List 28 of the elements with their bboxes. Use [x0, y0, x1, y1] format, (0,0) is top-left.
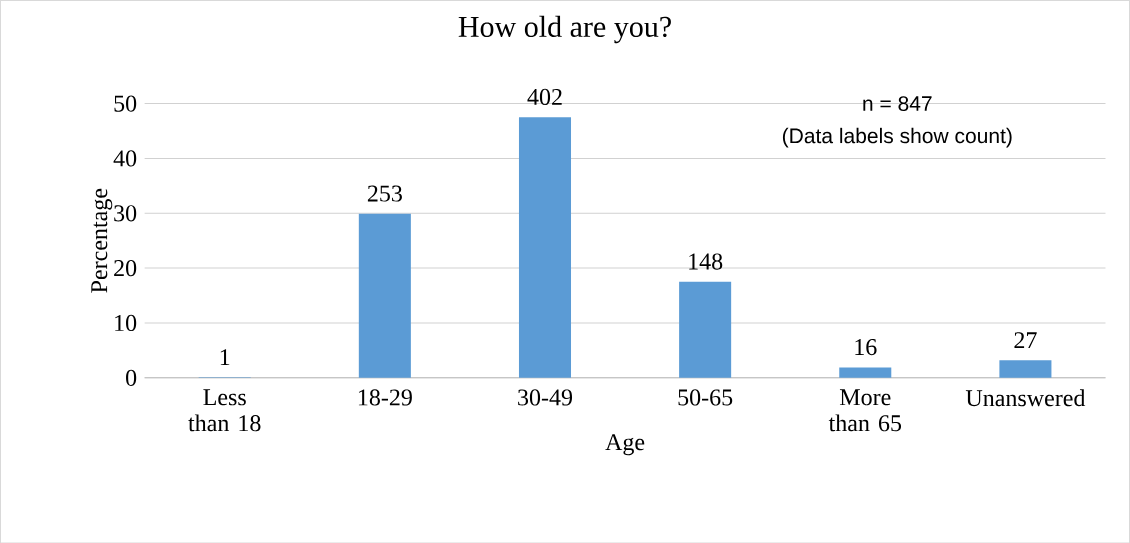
annotation: 27 [1014, 331, 1037, 348]
annotation: (Data labels show count) [782, 127, 1012, 148]
annotation: n = 847 [863, 95, 932, 111]
bar [518, 117, 572, 378]
x-tick-label: More than 65 [828, 389, 902, 432]
annotation: 16 [855, 338, 877, 355]
y-tick-label: 40 [113, 150, 137, 167]
bar [358, 213, 411, 378]
bar [679, 281, 732, 378]
bar [999, 360, 1052, 378]
y-axis-title: Percentage [91, 188, 113, 293]
x-tick-label: 30-49 [518, 389, 573, 406]
y-tick-label: 0 [126, 369, 137, 386]
x-axis-title: Age [605, 433, 645, 455]
annotation: 1 [220, 348, 230, 365]
y-tick-label: 10 [115, 314, 137, 331]
chart-title: How old are you? [458, 15, 671, 43]
annotation: 253 [367, 185, 402, 202]
x-tick-label: 50-65 [678, 389, 733, 406]
x-tick-label: 18-29 [358, 389, 412, 406]
y-tick-label: 20 [114, 259, 137, 276]
y-tick-label: 50 [114, 95, 137, 112]
annotation: 148 [689, 253, 723, 270]
y-tick-label: 30 [114, 204, 137, 222]
x-tick-label: Less than 18 [188, 389, 261, 432]
x-tick-label: Unanswered [965, 389, 1086, 407]
annotation: 402 [527, 88, 562, 105]
bar [839, 367, 892, 378]
